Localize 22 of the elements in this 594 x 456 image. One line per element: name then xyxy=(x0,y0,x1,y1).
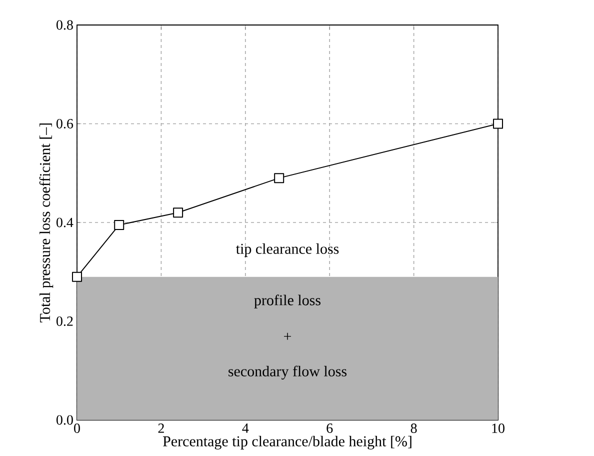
point xyxy=(114,220,124,230)
x-tick-label: 10 xyxy=(492,424,504,433)
point xyxy=(274,173,284,184)
y-axis-title: Total pressure loss coefficient [–] xyxy=(39,123,54,322)
y-tick-label: 0.4 xyxy=(56,218,74,228)
x-tick-label: 2 xyxy=(158,424,164,433)
x-tick-label: 6 xyxy=(326,424,333,433)
x-tick-label: 0 xyxy=(74,424,80,433)
annotation: secondary flow loss xyxy=(228,366,347,380)
y-tick-label: 0.0 xyxy=(56,415,73,425)
x-tick-label: 4 xyxy=(242,424,249,433)
annotation: profile loss xyxy=(254,294,320,308)
annotation: tip clearance loss xyxy=(236,243,339,257)
point xyxy=(72,272,82,282)
point xyxy=(493,118,504,129)
y-tick-label: 0.6 xyxy=(56,118,74,129)
y-tick-label: 0.8 xyxy=(56,20,73,30)
annotation: + xyxy=(284,332,291,340)
point xyxy=(173,208,184,218)
y-tick-label: 0.2 xyxy=(56,316,73,326)
x-axis-title: Percentage tip clearance/blade height [%] xyxy=(163,436,412,450)
x-tick-label: 8 xyxy=(410,424,417,433)
